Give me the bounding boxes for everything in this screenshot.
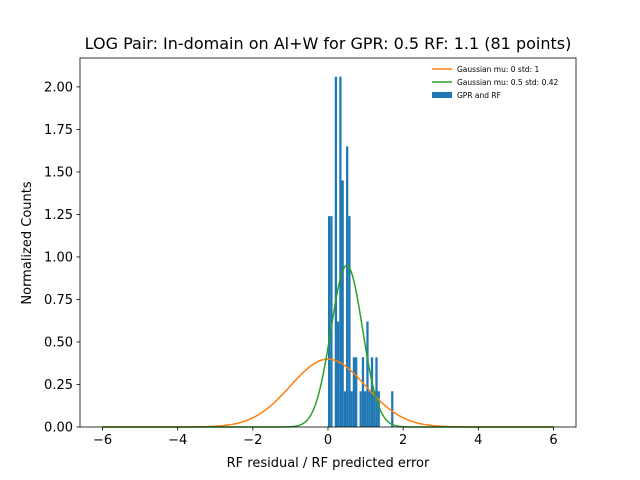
- plot-area: [79, 57, 577, 428]
- histogram-bar-1: [330, 216, 333, 427]
- histogram-bar-22: [377, 391, 380, 427]
- histogram-bar-15: [361, 357, 365, 427]
- x-tick-label-0: −6: [93, 433, 112, 448]
- legend-label-gaussian-0-1: Gaussian mu: 0 std: 1: [457, 65, 539, 74]
- histogram-bar-16: [364, 391, 367, 427]
- histogram-bar-14: [359, 391, 362, 427]
- y-axis-ticks: 0.00 0.25 0.50 0.75 1.00 1.25 1.50 1.75 2.00: [44, 80, 80, 436]
- histogram-bar-12: [355, 357, 358, 427]
- y-tick-label-2: 0.50: [44, 335, 73, 350]
- histogram-bar-4: [337, 321, 340, 427]
- histogram-bar-0: [328, 216, 331, 427]
- x-tick-label-2: −2: [243, 433, 262, 448]
- histogram-bar-5: [339, 76, 342, 428]
- x-tick-label-6: 6: [549, 433, 557, 448]
- x-tick-label-4: 2: [399, 433, 407, 448]
- y-tick-label-0: 0.00: [44, 421, 73, 436]
- histogram-bar-9: [348, 216, 351, 427]
- histogram-bar-20: [373, 391, 376, 427]
- histogram-bars: [328, 76, 394, 428]
- chart-title: LOG Pair: In-domain on Al+W for GPR: 0.5…: [85, 34, 572, 53]
- histogram-bar-11: [352, 357, 356, 427]
- y-tick-label-8: 2.00: [44, 80, 73, 95]
- legend-label-gaussian-0.5-0.42: Gaussian mu: 0.5 std: 0.42: [457, 78, 559, 87]
- legend: Gaussian mu: 0 std: 1 Gaussian mu: 0.5 s…: [432, 65, 559, 100]
- histogram-bar-21: [375, 357, 378, 427]
- x-tick-label-1: −4: [168, 433, 187, 448]
- x-tick-label-5: 4: [474, 433, 482, 448]
- histogram-bar-18: [368, 391, 371, 427]
- y-tick-label-6: 1.50: [44, 165, 73, 180]
- histogram-bar-10: [350, 391, 353, 427]
- y-tick-label-1: 0.25: [44, 378, 73, 393]
- histogram-bar-3: [334, 76, 338, 428]
- y-tick-label-7: 1.75: [44, 123, 73, 138]
- histogram-bar-6: [341, 180, 344, 427]
- x-axis-label: RF residual / RF predicted error: [227, 456, 430, 471]
- histogram-bar-7: [343, 391, 347, 427]
- y-tick-label-4: 1.00: [44, 250, 73, 265]
- legend-swatch-histogram: [432, 92, 452, 98]
- histogram-bar-28: [391, 391, 394, 427]
- legend-label-histogram: GPR and RF: [457, 91, 501, 100]
- y-tick-label-5: 1.25: [44, 208, 73, 223]
- y-tick-label-3: 0.75: [44, 293, 73, 308]
- histogram-bar-8: [346, 146, 349, 428]
- x-tick-label-3: 0: [324, 433, 332, 448]
- y-axis-label: Normalized Counts: [20, 181, 35, 304]
- histogram-bar-17: [366, 321, 369, 427]
- x-axis-ticks: −6 −4 −2 0 2 4 6: [93, 427, 558, 448]
